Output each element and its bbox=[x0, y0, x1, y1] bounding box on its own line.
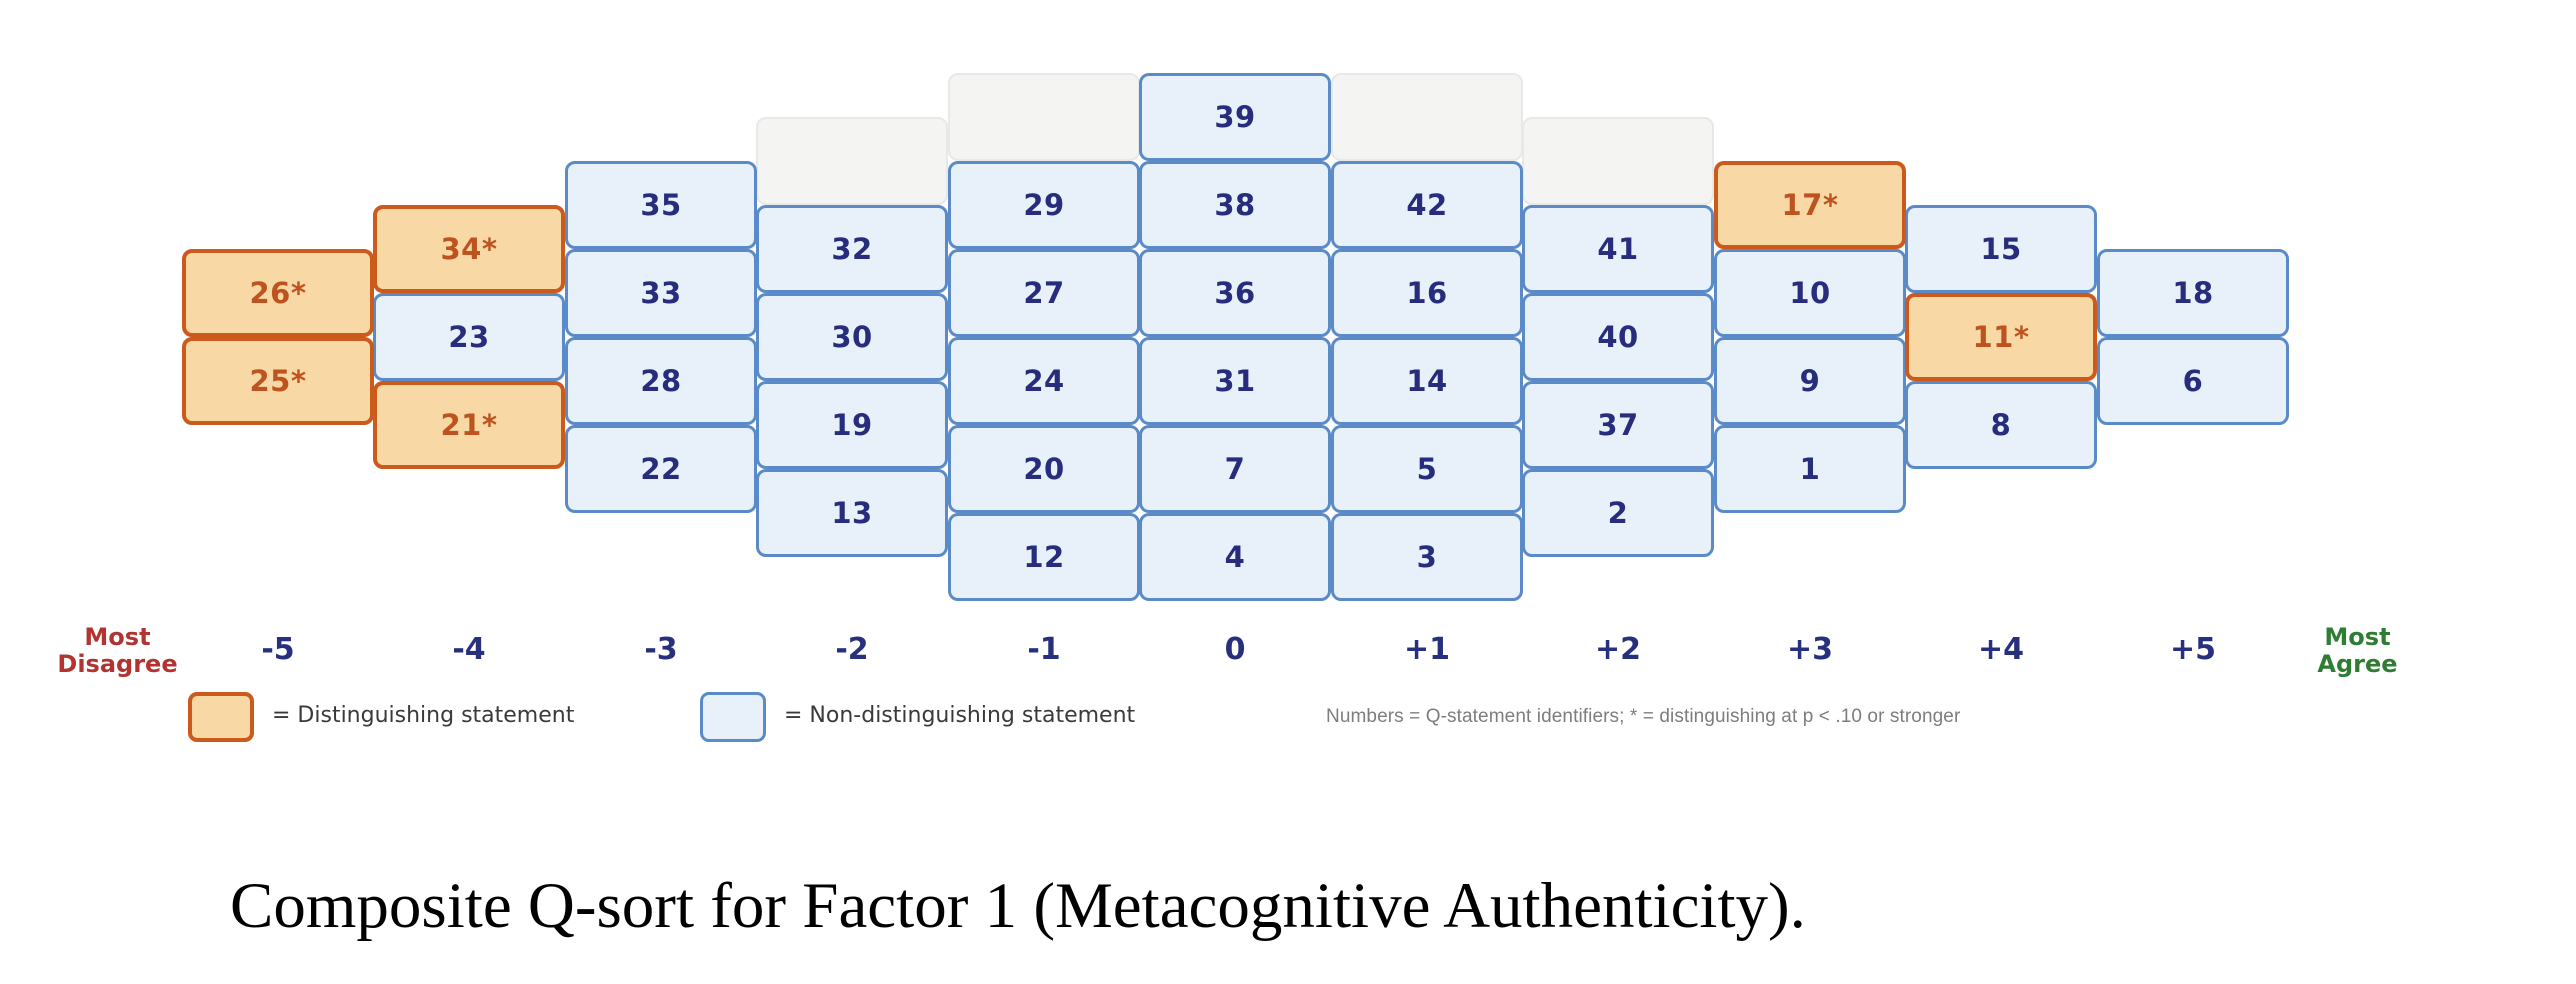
axis-tick-+3: +3 bbox=[1786, 632, 1833, 667]
statement-cell-20: 20 bbox=[948, 425, 1140, 513]
statement-cell-6: 6 bbox=[2097, 337, 2289, 425]
statement-cell-1: 1 bbox=[1714, 425, 1906, 513]
statement-cell-9: 9 bbox=[1714, 337, 1906, 425]
statement-cell-32: 32 bbox=[756, 205, 948, 293]
axis-tick-0: 0 bbox=[1224, 632, 1246, 667]
statement-cell-8: 8 bbox=[1905, 381, 2097, 469]
empty-slot-+2 bbox=[1522, 117, 1714, 205]
statement-cell-19: 19 bbox=[756, 381, 948, 469]
axis-tick--2: -2 bbox=[835, 632, 869, 667]
statement-cell-5: 5 bbox=[1331, 425, 1523, 513]
statement-cell-42: 42 bbox=[1331, 161, 1523, 249]
legend-swatch-distinguishing bbox=[188, 692, 254, 742]
statement-cell-7: 7 bbox=[1139, 425, 1331, 513]
statement-cell-15: 15 bbox=[1905, 205, 2097, 293]
axis-tick--3: -3 bbox=[644, 632, 678, 667]
statement-cell-17: 17* bbox=[1714, 161, 1906, 249]
statement-cell-2: 2 bbox=[1522, 469, 1714, 557]
statement-cell-30: 30 bbox=[756, 293, 948, 381]
statement-cell-3: 3 bbox=[1331, 513, 1523, 601]
empty-slot--1 bbox=[948, 73, 1140, 161]
statement-cell-31: 31 bbox=[1139, 337, 1331, 425]
statement-cell-12: 12 bbox=[948, 513, 1140, 601]
statement-cell-36: 36 bbox=[1139, 249, 1331, 337]
axis-anchor-most-disagree-line2: Disagree bbox=[57, 650, 178, 679]
figure-caption: Composite Q-sort for Factor 1 (Metacogni… bbox=[230, 870, 1806, 942]
axis-anchor-most-agree-line1: Most bbox=[2324, 623, 2391, 651]
legend-swatch-non-distinguishing bbox=[700, 692, 766, 742]
statement-cell-28: 28 bbox=[565, 337, 757, 425]
statement-cell-21: 21* bbox=[373, 381, 565, 469]
statement-cell-37: 37 bbox=[1522, 381, 1714, 469]
statement-cell-18: 18 bbox=[2097, 249, 2289, 337]
statement-cell-11: 11* bbox=[1905, 293, 2097, 381]
empty-slot-+1 bbox=[1331, 73, 1523, 161]
statement-cell-22: 22 bbox=[565, 425, 757, 513]
axis-tick-+2: +2 bbox=[1594, 632, 1641, 667]
statement-cell-4: 4 bbox=[1139, 513, 1331, 601]
statement-cell-29: 29 bbox=[948, 161, 1140, 249]
statement-cell-40: 40 bbox=[1522, 293, 1714, 381]
empty-slot--2 bbox=[756, 117, 948, 205]
axis-anchor-most-disagree: Most Disagree bbox=[25, 623, 210, 679]
statement-cell-41: 41 bbox=[1522, 205, 1714, 293]
axis-tick--4: -4 bbox=[452, 632, 486, 667]
statement-cell-39: 39 bbox=[1139, 73, 1331, 161]
legend-label-non-distinguishing: = Non-distinguishing statement bbox=[784, 703, 1136, 728]
axis-tick-+1: +1 bbox=[1403, 632, 1450, 667]
axis-anchor-most-disagree-line1: Most bbox=[84, 623, 151, 651]
statement-cell-14: 14 bbox=[1331, 337, 1523, 425]
legend-note: Numbers = Q-statement identifiers; * = d… bbox=[1326, 706, 1961, 727]
statement-cell-27: 27 bbox=[948, 249, 1140, 337]
statement-cell-26: 26* bbox=[182, 249, 374, 337]
axis-tick-+5: +5 bbox=[2169, 632, 2216, 667]
axis-anchor-most-agree-line2: Agree bbox=[2317, 650, 2398, 679]
axis-tick--1: -1 bbox=[1027, 632, 1061, 667]
statement-cell-24: 24 bbox=[948, 337, 1140, 425]
statement-cell-33: 33 bbox=[565, 249, 757, 337]
legend-label-distinguishing: = Distinguishing statement bbox=[272, 703, 575, 728]
axis-tick--5: -5 bbox=[261, 632, 295, 667]
statement-cell-13: 13 bbox=[756, 469, 948, 557]
axis-tick-+4: +4 bbox=[1977, 632, 2024, 667]
statement-cell-35: 35 bbox=[565, 161, 757, 249]
statement-cell-38: 38 bbox=[1139, 161, 1331, 249]
statement-cell-10: 10 bbox=[1714, 249, 1906, 337]
statement-cell-34: 34* bbox=[373, 205, 565, 293]
statement-cell-16: 16 bbox=[1331, 249, 1523, 337]
statement-cell-23: 23 bbox=[373, 293, 565, 381]
statement-cell-25: 25* bbox=[182, 337, 374, 425]
axis-anchor-most-agree: Most Agree bbox=[2265, 623, 2450, 679]
